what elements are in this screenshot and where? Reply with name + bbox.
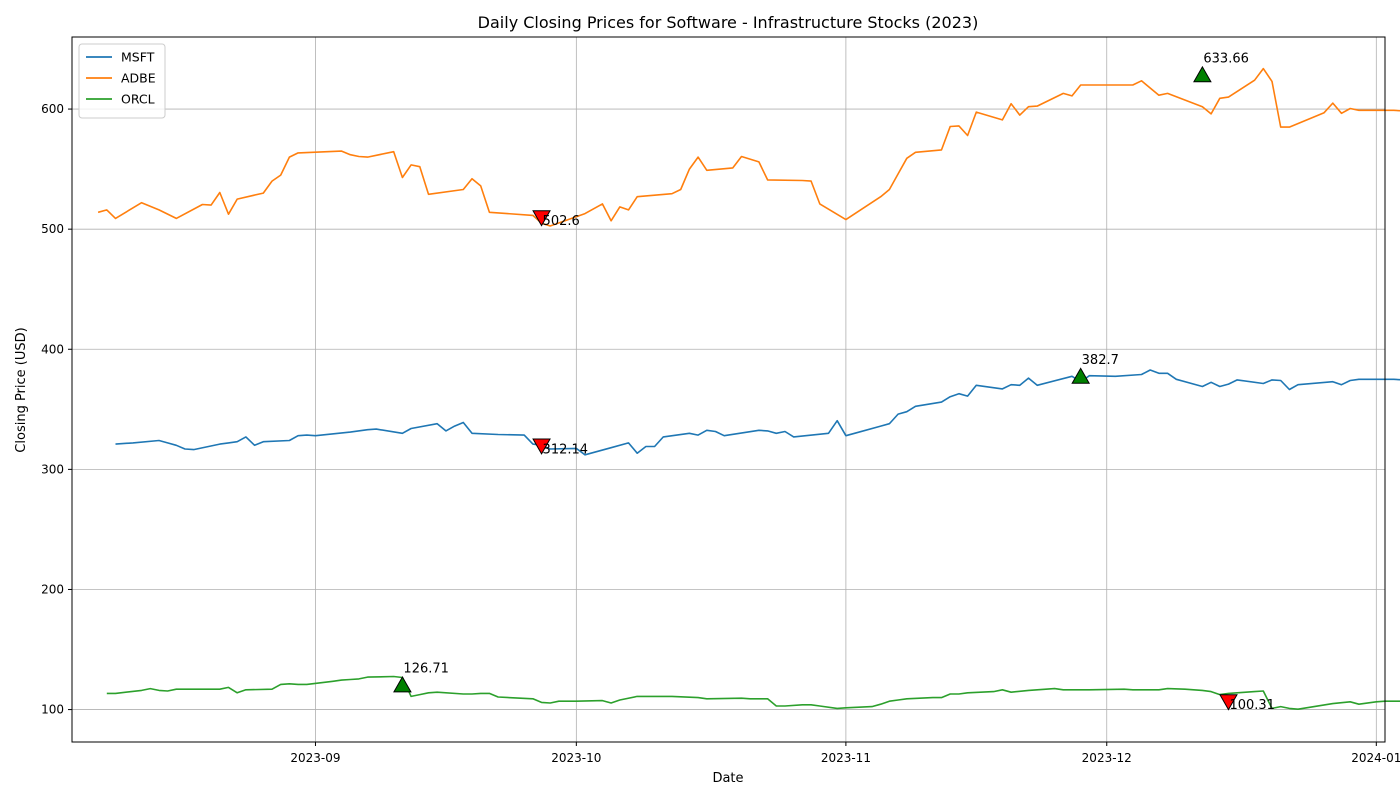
y-tick-label: 100 [41,703,64,717]
y-tick-label: 400 [41,342,64,356]
min-marker-orcl [1219,694,1238,711]
max-label-msft: 382.7 [1082,353,1119,368]
plot-frame [71,36,1386,743]
extreme-annotations: 312.14 382.7 502.6 633.66 126.71 100.31 [393,51,1275,713]
x-tick-label: 2023-10 [551,751,601,765]
min-label-adbe: 502.6 [543,214,580,229]
grid [72,37,1385,742]
x-tick-label: 2023-12 [1082,751,1132,765]
max-label-adbe: 633.66 [1203,51,1249,66]
legend-label-adbe: ADBE [121,71,156,86]
min-marker-msft [532,438,551,455]
chart-title: Daily Closing Prices for Software - Infr… [478,13,979,32]
max-marker-msft [1071,367,1091,384]
series-line-adbe [97,67,1400,227]
min-label-msft: 312.14 [543,442,589,457]
legend-label-msft: MSFT [121,50,155,65]
legend-label-orcl: ORCL [121,92,155,107]
x-axis: 2023-09 2023-10 2023-11 2023-12 2024-01 [290,742,1400,765]
y-axis: 100 200 300 400 500 600 [41,102,72,717]
x-tick-label: 2023-11 [821,751,871,765]
series-line-orcl [106,675,1400,711]
max-label-orcl: 126.71 [403,662,449,677]
y-tick-label: 300 [41,462,64,476]
max-marker-adbe [1193,65,1212,83]
series-line-msft [115,369,1400,456]
y-tick-label: 600 [41,102,64,116]
series-lines [97,67,1400,711]
legend: MSFT ADBE ORCL [78,43,166,119]
max-marker-orcl [393,676,412,693]
x-tick-label: 2023-09 [290,751,340,765]
y-tick-label: 200 [41,582,64,596]
y-axis-label: Closing Price (USD) [14,327,29,452]
min-marker-adbe [532,210,551,227]
y-tick-label: 500 [41,222,64,236]
min-label-orcl: 100.31 [1229,698,1275,713]
x-axis-label: Date [712,771,743,786]
x-tick-label: 2024-01 [1351,751,1400,765]
